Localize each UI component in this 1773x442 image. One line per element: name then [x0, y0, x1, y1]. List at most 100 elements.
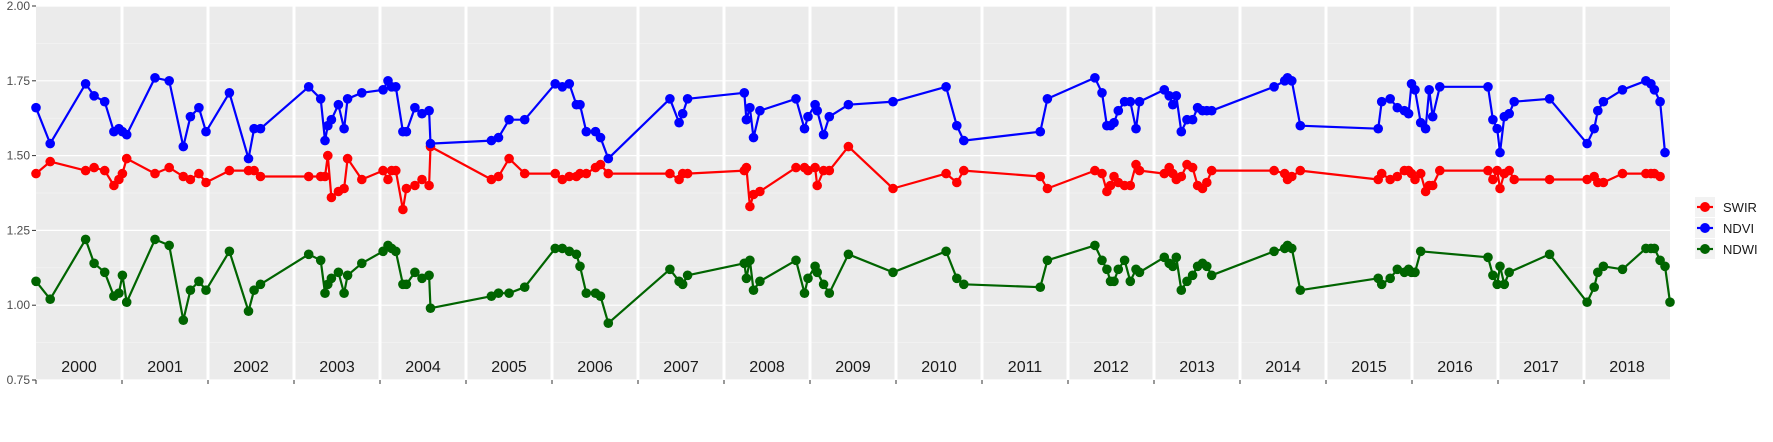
data-point-ndvi: [1589, 123, 1599, 134]
data-point-swir: [755, 186, 765, 197]
data-point-ndvi: [391, 82, 401, 92]
data-point-ndwi: [1119, 255, 1130, 266]
data-point-ndvi: [1593, 105, 1603, 116]
data-point-ndwi: [243, 306, 254, 317]
series-layer: [31, 73, 1675, 329]
data-point-swir: [1097, 168, 1107, 179]
legend-key-point: [1700, 223, 1710, 233]
data-point-swir: [1176, 171, 1187, 182]
data-point-ndvi: [755, 105, 765, 116]
data-point-ndwi: [1582, 297, 1592, 308]
data-point-ndvi: [1171, 91, 1182, 101]
data-point-swir: [249, 165, 259, 176]
data-point-ndwi: [952, 273, 962, 284]
facet-separator: [808, 6, 812, 380]
data-point-ndvi: [1097, 88, 1107, 98]
data-point-swir: [665, 168, 675, 179]
data-point-ndwi: [682, 270, 693, 281]
data-point-swir: [1504, 165, 1514, 176]
data-point-ndvi: [748, 132, 759, 143]
data-point-ndvi: [1206, 105, 1217, 116]
facet-separator: [894, 6, 898, 380]
data-point-swir: [1392, 171, 1403, 182]
data-point-ndwi: [1589, 282, 1599, 293]
data-point-ndvi: [1420, 123, 1431, 134]
year-label: 2012: [1093, 359, 1129, 376]
data-point-ndwi: [581, 288, 592, 299]
data-point-ndvi: [603, 153, 614, 164]
data-point-ndwi: [1385, 273, 1395, 284]
y-tick-label: 1.50: [7, 149, 31, 163]
data-point-ndwi: [888, 267, 898, 278]
series-ndvi: [31, 73, 1670, 164]
data-point-ndvi: [255, 123, 266, 134]
data-point-ndvi: [581, 126, 592, 137]
data-point-ndvi: [1655, 96, 1665, 107]
facet-separator: [722, 6, 726, 380]
data-point-ndwi: [45, 294, 55, 305]
year-labels: 2000 2001 2002 2003 2004 2005 2006 2007 2008 2009…: [61, 359, 1645, 376]
data-point-ndwi: [178, 315, 189, 326]
data-point-swir: [224, 165, 235, 176]
data-point-ndwi: [493, 288, 504, 299]
data-point-ndvi: [224, 88, 235, 98]
facet-separator: [378, 6, 382, 380]
data-point-ndvi: [1509, 96, 1519, 107]
data-point-swir: [398, 204, 408, 215]
legend: SWIR NDVI NDWI: [1695, 197, 1758, 259]
data-point-ndwi: [89, 258, 99, 269]
data-point-ndwi: [1617, 264, 1628, 275]
data-point-swir: [357, 174, 367, 185]
data-point-swir: [1509, 174, 1519, 185]
facet-separators: [120, 6, 1586, 380]
data-point-ndvi: [194, 102, 204, 113]
data-point-ndwi: [1168, 261, 1178, 272]
data-point-ndvi: [1424, 85, 1434, 95]
data-point-ndvi: [1373, 123, 1383, 134]
data-point-ndwi: [99, 267, 110, 278]
data-point-ndvi: [1582, 138, 1592, 149]
data-point-ndwi: [1295, 285, 1306, 296]
data-point-ndwi: [333, 267, 344, 278]
y-tick-label: 1.75: [7, 74, 31, 88]
data-point-ndvi: [89, 91, 99, 101]
data-point-swir: [339, 183, 349, 194]
data-point-ndvi: [504, 114, 514, 125]
data-point-swir: [89, 162, 99, 173]
data-point-swir: [1488, 174, 1498, 185]
year-label: 2000: [61, 359, 97, 376]
data-point-ndwi: [201, 285, 211, 296]
data-point-ndvi: [1042, 94, 1053, 104]
data-point-ndwi: [595, 291, 606, 302]
data-point-swir: [1435, 165, 1445, 176]
data-point-ndwi: [303, 249, 314, 260]
data-point-swir: [504, 153, 514, 164]
data-point-ndvi: [1035, 126, 1046, 137]
data-point-ndwi: [571, 249, 582, 260]
data-point-swir: [603, 168, 614, 179]
data-point-ndvi: [178, 141, 189, 152]
data-point-ndvi: [677, 108, 688, 119]
data-point-ndwi: [1660, 261, 1670, 272]
data-point-ndwi: [1269, 246, 1279, 257]
y-tick-label: 1.25: [7, 223, 31, 237]
data-point-swir: [810, 162, 820, 173]
data-point-ndwi: [575, 261, 585, 272]
y-axis: 0.75 1.00 1.25 1.50 1.75 2.00: [7, 0, 36, 387]
y-tick-label: 2.00: [7, 0, 31, 13]
data-point-ndwi: [1483, 252, 1493, 263]
data-point-ndvi: [1495, 147, 1505, 158]
data-point-ndvi: [1287, 76, 1297, 86]
facet-separator: [1410, 6, 1414, 380]
data-point-swir: [1598, 177, 1609, 188]
data-point-ndwi: [1097, 255, 1107, 266]
data-point-ndvi: [941, 82, 951, 92]
legend-label: SWIR: [1723, 200, 1757, 215]
data-point-swir: [201, 177, 211, 188]
data-point-swir: [941, 168, 951, 179]
data-point-ndvi: [31, 102, 41, 113]
data-point-ndvi: [1385, 94, 1395, 104]
data-point-ndwi: [401, 279, 412, 290]
data-point-swir: [1483, 165, 1493, 176]
